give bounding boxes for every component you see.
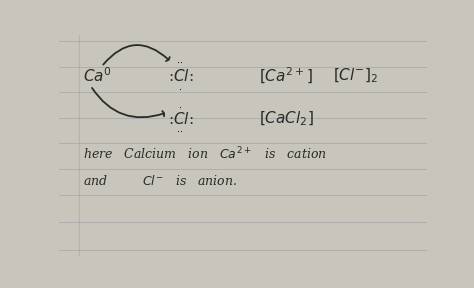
Text: $[Cl^{-}]_{2}$: $[Cl^{-}]_{2}$ (333, 67, 378, 85)
Text: :$\mathit{Cl}$:: :$\mathit{Cl}$: (168, 111, 193, 127)
Text: :$\mathit{Cl}$:: :$\mathit{Cl}$: (168, 68, 193, 84)
Text: $[CaCl_{2}]$: $[CaCl_{2}]$ (259, 110, 314, 128)
Text: and         $Cl^{-}$   is   anion.: and $Cl^{-}$ is anion. (83, 174, 237, 188)
Text: $\cdot\!\cdot$: $\cdot\!\cdot$ (176, 126, 183, 136)
Text: $Ca^{0}$: $Ca^{0}$ (83, 66, 112, 85)
Text: $\cdot$: $\cdot$ (178, 84, 182, 94)
Text: $\cdot\!\cdot$: $\cdot\!\cdot$ (176, 57, 183, 67)
Text: $[Ca^{2+}]$: $[Ca^{2+}]$ (259, 66, 313, 86)
Text: $\cdot$: $\cdot$ (178, 102, 182, 112)
Text: here   Calcium   ion   $Ca^{2+}$   is   cation: here Calcium ion $Ca^{2+}$ is cation (83, 146, 327, 163)
